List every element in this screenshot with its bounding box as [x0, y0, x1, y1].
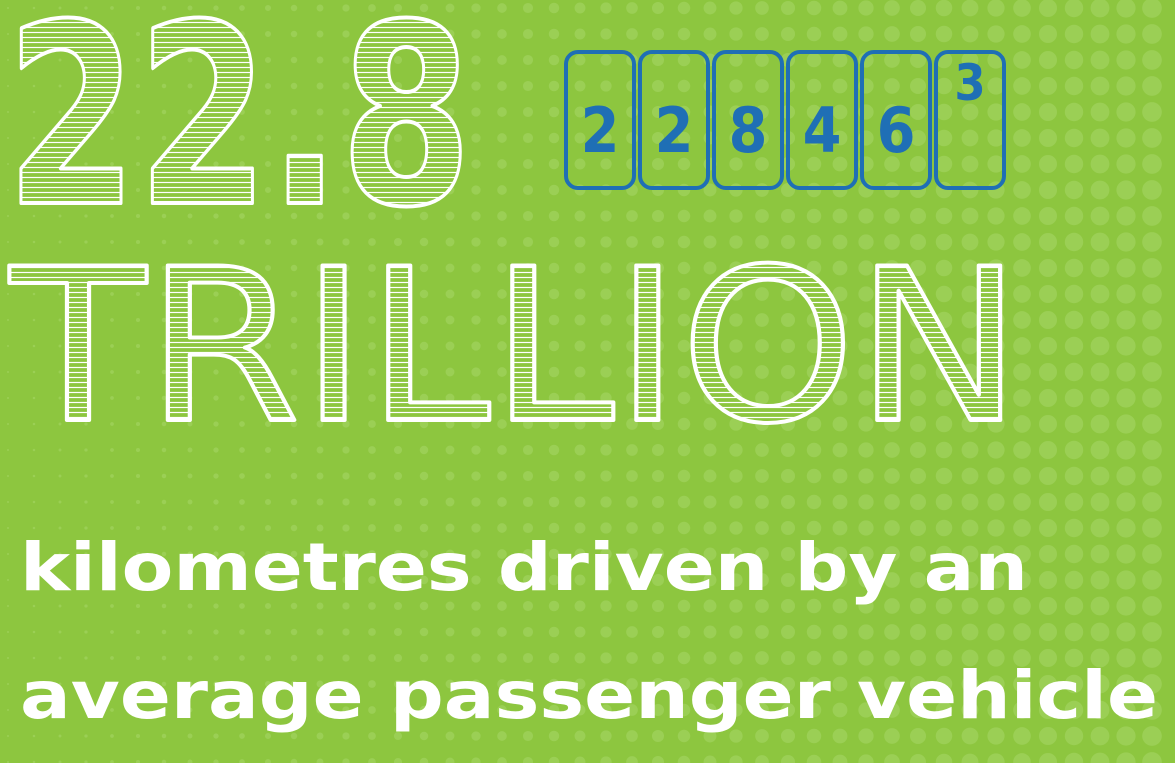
odometer-box — [712, 50, 784, 190]
odometer-digit: 2 — [581, 94, 620, 167]
headline-number-group: 22.8 — [4, 0, 474, 264]
dot-pattern — [6, 0, 1162, 763]
headline-number: 22.8 — [6, 0, 472, 262]
caption-line: kilometres driven by an — [20, 529, 1028, 606]
headline-unit: TRILLION — [9, 223, 1022, 470]
odometer-box — [564, 50, 636, 190]
odometer-box — [860, 50, 932, 190]
odometer: 2 2 8 4 63 — [564, 50, 1006, 190]
odometer-box — [786, 50, 858, 190]
odometer-digit: 4 — [803, 94, 842, 167]
odometer-digit: 3 — [954, 54, 985, 112]
odometer-digit: 6 — [877, 94, 916, 167]
odometer-digit: 2 — [655, 94, 694, 167]
odometer-digit: 8 — [729, 94, 768, 167]
caption-line: average passenger vehicle — [20, 657, 1158, 734]
odometer-box — [934, 50, 1006, 190]
odometer-box — [638, 50, 710, 190]
